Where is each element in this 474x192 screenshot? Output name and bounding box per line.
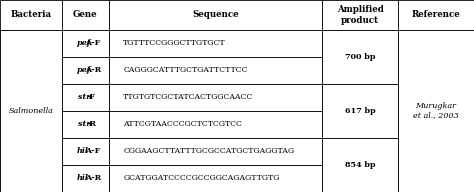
Text: Bacteria: Bacteria (10, 10, 51, 19)
Bar (62, 165, 109, 192)
Bar (62, 30, 109, 57)
Bar (398, 0, 474, 30)
Bar (109, 138, 322, 165)
Text: A-R: A-R (85, 175, 101, 182)
Bar (322, 84, 398, 138)
Text: pef: pef (76, 39, 91, 47)
Bar (109, 0, 322, 30)
Bar (0, 84, 62, 111)
Bar (398, 138, 474, 165)
Bar (0, 30, 62, 57)
Bar (398, 57, 474, 84)
Text: Amplified
product: Amplified product (337, 5, 383, 25)
Bar (322, 30, 398, 84)
Bar (322, 0, 398, 30)
Text: Salmonella: Salmonella (9, 107, 53, 115)
Text: A-F: A-F (85, 147, 100, 156)
Text: A-F: A-F (85, 39, 100, 47)
Text: ATTCGTAACCCGCTCTCGTCC: ATTCGTAACCCGCTCTCGTCC (123, 120, 242, 128)
Text: hil: hil (76, 175, 88, 182)
Bar (62, 57, 109, 84)
Text: CGGAAGCTTATTTGCGCCATGCTGAGGTAG: CGGAAGCTTATTTGCGCCATGCTGAGGTAG (123, 147, 294, 156)
Text: TGTTTCCGGGCTTGTGCT: TGTTTCCGGGCTTGTGCT (123, 39, 226, 47)
Text: Gene: Gene (73, 10, 98, 19)
Text: 617 bp: 617 bp (345, 107, 375, 115)
Bar (0, 111, 62, 138)
Text: TTGTGTCGCTATCACTGGCAACC: TTGTGTCGCTATCACTGGCAACC (123, 93, 254, 101)
Bar (109, 111, 322, 138)
Text: -F: -F (87, 93, 96, 101)
Text: -R: -R (87, 120, 97, 128)
Text: 854 bp: 854 bp (345, 161, 375, 169)
Text: stn: stn (78, 93, 92, 101)
Bar (398, 84, 474, 111)
Bar (398, 165, 474, 192)
Bar (322, 30, 398, 57)
Text: CAGGGCATTTGCTGATTCTTCC: CAGGGCATTTGCTGATTCTTCC (123, 66, 248, 74)
Bar (0, 30, 62, 192)
Bar (398, 30, 474, 192)
Text: pef: pef (76, 66, 91, 74)
Text: 700 bp: 700 bp (345, 53, 375, 61)
Text: A-R: A-R (85, 66, 101, 74)
Bar (62, 138, 109, 165)
Bar (322, 111, 398, 138)
Bar (0, 165, 62, 192)
Bar (322, 138, 398, 165)
Bar (322, 165, 398, 192)
Bar (109, 84, 322, 111)
Bar (0, 138, 62, 165)
Bar (0, 0, 62, 30)
Bar (62, 111, 109, 138)
Bar (109, 165, 322, 192)
Bar (62, 84, 109, 111)
Text: Reference: Reference (412, 10, 460, 19)
Bar (109, 30, 322, 57)
Bar (0, 57, 62, 84)
Text: GCATGGATCCCCGCCGGCAGAGTTGTG: GCATGGATCCCCGCCGGCAGAGTTGTG (123, 175, 280, 182)
Bar (398, 111, 474, 138)
Bar (322, 138, 398, 192)
Bar (109, 57, 322, 84)
Bar (62, 0, 109, 30)
Bar (322, 84, 398, 111)
Text: Murugkar
et al., 2003: Murugkar et al., 2003 (413, 102, 459, 119)
Text: Sequence: Sequence (192, 10, 239, 19)
Text: stn: stn (78, 120, 92, 128)
Text: hil: hil (76, 147, 88, 156)
Text: Salmonella: Salmonella (9, 107, 53, 115)
Bar (398, 30, 474, 57)
Bar (322, 57, 398, 84)
